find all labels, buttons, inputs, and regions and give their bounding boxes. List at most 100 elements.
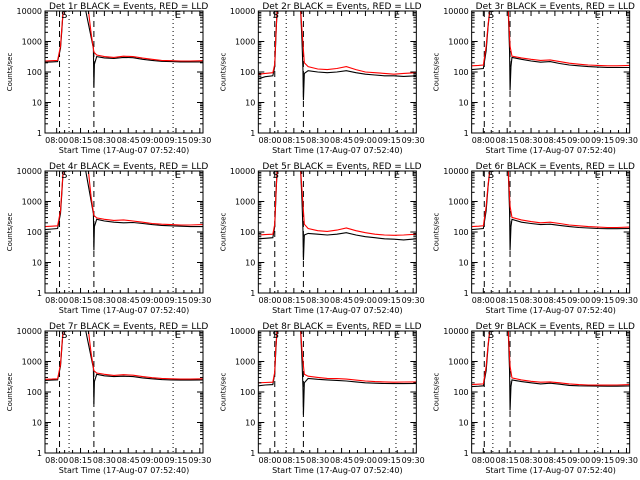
marker-label-s: S bbox=[61, 170, 67, 181]
series-line-lld bbox=[258, 331, 417, 384]
y-tick-label: 10000 bbox=[230, 7, 255, 16]
y-tick-label: 100 bbox=[27, 228, 42, 237]
y-tick-label: 10000 bbox=[443, 167, 468, 176]
series-line-lld bbox=[471, 331, 630, 386]
y-tick-label: 1 bbox=[250, 449, 255, 458]
y-tick-label: 10 bbox=[245, 99, 255, 108]
series-line-events bbox=[471, 331, 630, 411]
x-tick-label: 08:45 bbox=[117, 456, 140, 465]
x-tick-label: 08:45 bbox=[330, 456, 353, 465]
x-tick-label: 08:30 bbox=[520, 136, 543, 145]
x-axis-label: Start Time (17-Aug-07 07:52:40) bbox=[272, 146, 403, 155]
x-tick-label: 08:00 bbox=[45, 136, 68, 145]
y-tick-label: 1 bbox=[37, 129, 42, 138]
series-line-events bbox=[471, 171, 630, 251]
chart-title: Det 1r BLACK = Events, RED = LLD bbox=[49, 2, 208, 12]
x-tick-label: 09:15 bbox=[378, 136, 401, 145]
series-line-lld bbox=[471, 171, 630, 229]
y-tick-label: 10000 bbox=[17, 7, 42, 16]
series-line-events bbox=[258, 171, 417, 261]
y-tick-label: 10 bbox=[245, 419, 255, 428]
series-line-lld bbox=[471, 11, 630, 67]
y-tick-label: 1000 bbox=[22, 358, 42, 367]
x-tick-label: 08:15 bbox=[69, 136, 92, 145]
x-axis-label: Start Time (17-Aug-07 07:52:40) bbox=[59, 306, 190, 315]
x-tick-label: 09:30 bbox=[615, 136, 638, 145]
y-tick-label: 1000 bbox=[235, 38, 255, 47]
chart-title: Det 7r BLACK = Events, RED = LLD bbox=[49, 322, 208, 332]
marker-label-s: S bbox=[273, 170, 279, 181]
x-tick-label: 08:15 bbox=[496, 296, 519, 305]
x-tick-label: 08:45 bbox=[117, 296, 140, 305]
marker-label-e: E bbox=[394, 330, 400, 341]
y-tick-label: 1 bbox=[464, 289, 469, 298]
x-axis-label: Start Time (17-Aug-07 07:52:40) bbox=[485, 466, 616, 475]
x-tick-label: 08:30 bbox=[520, 296, 543, 305]
y-axis-label: Counts/sec bbox=[6, 373, 14, 412]
x-tick-label: 08:00 bbox=[472, 136, 495, 145]
y-tick-label: 10 bbox=[458, 259, 468, 268]
x-tick-label: 08:15 bbox=[282, 136, 305, 145]
y-tick-label: 1 bbox=[250, 129, 255, 138]
x-tick-label: 09:00 bbox=[141, 456, 164, 465]
series-line-lld bbox=[45, 331, 203, 380]
x-tick-label: 09:15 bbox=[378, 456, 401, 465]
x-tick-label: 09:15 bbox=[164, 456, 187, 465]
plot-frame bbox=[471, 170, 631, 294]
x-tick-label: 09:00 bbox=[567, 296, 590, 305]
y-tick-label: 10 bbox=[32, 259, 42, 268]
y-tick-label: 1 bbox=[464, 129, 469, 138]
marker-label-e: E bbox=[175, 10, 181, 21]
marker-label-e: E bbox=[394, 10, 400, 21]
y-tick-label: 10 bbox=[458, 99, 468, 108]
y-axis-label: Counts/sec bbox=[219, 53, 227, 92]
y-tick-label: 1000 bbox=[22, 198, 42, 207]
x-tick-label: 08:00 bbox=[472, 456, 495, 465]
x-axis-label: Start Time (17-Aug-07 07:52:40) bbox=[485, 146, 616, 155]
y-tick-label: 1 bbox=[37, 449, 42, 458]
x-axis-label: Start Time (17-Aug-07 07:52:40) bbox=[272, 466, 403, 475]
y-tick-label: 1000 bbox=[448, 38, 468, 47]
x-tick-label: 09:30 bbox=[188, 136, 211, 145]
x-tick-label: 08:15 bbox=[69, 456, 92, 465]
plot-frame bbox=[257, 330, 417, 454]
y-tick-label: 10000 bbox=[230, 327, 255, 336]
series-line-lld bbox=[258, 11, 417, 75]
x-tick-label: 08:30 bbox=[306, 296, 329, 305]
x-tick-label: 08:30 bbox=[306, 456, 329, 465]
marker-label-s: S bbox=[488, 330, 494, 341]
marker-label-e: E bbox=[595, 10, 601, 21]
marker-label-s: S bbox=[61, 330, 67, 341]
y-tick-label: 100 bbox=[453, 388, 468, 397]
x-tick-label: 09:15 bbox=[378, 296, 401, 305]
chart-title: Det 6r BLACK = Events, RED = LLD bbox=[476, 162, 635, 172]
series-line-events bbox=[471, 11, 630, 91]
series-line-events bbox=[258, 11, 417, 101]
x-tick-label: 09:30 bbox=[615, 456, 638, 465]
y-tick-label: 10000 bbox=[443, 7, 468, 16]
y-tick-label: 100 bbox=[240, 68, 255, 77]
marker-label-s: S bbox=[273, 330, 279, 341]
y-tick-label: 1000 bbox=[22, 38, 42, 47]
x-tick-label: 09:15 bbox=[164, 136, 187, 145]
series-line-lld bbox=[45, 171, 203, 228]
marker-label-s: S bbox=[273, 10, 279, 21]
x-tick-label: 09:00 bbox=[141, 136, 164, 145]
y-tick-label: 10 bbox=[32, 99, 42, 108]
y-axis-label: Counts/sec bbox=[433, 373, 441, 412]
x-tick-label: 08:45 bbox=[330, 136, 353, 145]
y-tick-label: 100 bbox=[240, 228, 255, 237]
series-line-lld bbox=[258, 171, 417, 236]
x-tick-label: 08:30 bbox=[520, 456, 543, 465]
x-tick-label: 08:00 bbox=[45, 456, 68, 465]
y-tick-label: 10000 bbox=[17, 167, 42, 176]
x-tick-label: 09:15 bbox=[591, 456, 614, 465]
x-tick-label: 09:00 bbox=[354, 136, 377, 145]
x-tick-label: 08:30 bbox=[306, 136, 329, 145]
y-tick-label: 10000 bbox=[443, 327, 468, 336]
